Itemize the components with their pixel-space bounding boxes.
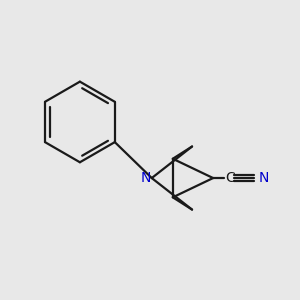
Text: C: C: [225, 171, 235, 185]
Text: N: N: [259, 171, 269, 185]
Text: N: N: [140, 171, 151, 185]
